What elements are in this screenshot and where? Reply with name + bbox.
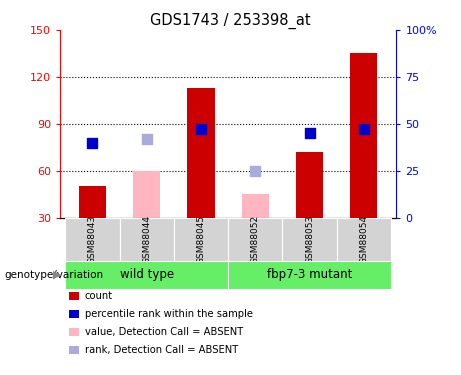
Bar [228, 217, 283, 261]
Point [89, 140, 96, 146]
Bar [188, 88, 215, 218]
Bar [350, 54, 378, 217]
Bar [174, 217, 228, 261]
Point [252, 168, 259, 174]
Text: GSM88054: GSM88054 [360, 214, 368, 264]
Bar [120, 217, 174, 261]
Bar [65, 217, 120, 261]
Text: GSM88052: GSM88052 [251, 214, 260, 264]
Point [197, 126, 205, 132]
Text: count: count [85, 291, 113, 301]
Text: GSM88044: GSM88044 [142, 214, 151, 264]
Text: percentile rank within the sample: percentile rank within the sample [85, 309, 253, 319]
Bar [337, 217, 391, 261]
Point [143, 136, 150, 142]
Bar [283, 217, 337, 261]
Text: value, Detection Call = ABSENT: value, Detection Call = ABSENT [85, 327, 243, 337]
Text: wild type: wild type [120, 268, 174, 281]
Bar [228, 261, 391, 289]
Point [360, 126, 367, 132]
Bar [79, 186, 106, 218]
Bar [242, 194, 269, 217]
Text: rank, Detection Call = ABSENT: rank, Detection Call = ABSENT [85, 345, 238, 355]
Bar [296, 152, 323, 217]
Text: GSM88053: GSM88053 [305, 214, 314, 264]
Text: GDS1743 / 253398_at: GDS1743 / 253398_at [150, 13, 311, 29]
Text: GSM88045: GSM88045 [196, 214, 206, 264]
Text: fbp7-3 mutant: fbp7-3 mutant [267, 268, 352, 281]
Point [306, 130, 313, 136]
Text: ▶: ▶ [53, 270, 61, 280]
Bar [133, 171, 160, 217]
Text: GSM88043: GSM88043 [88, 214, 97, 264]
Text: genotype/variation: genotype/variation [5, 270, 104, 280]
Bar [65, 261, 228, 289]
